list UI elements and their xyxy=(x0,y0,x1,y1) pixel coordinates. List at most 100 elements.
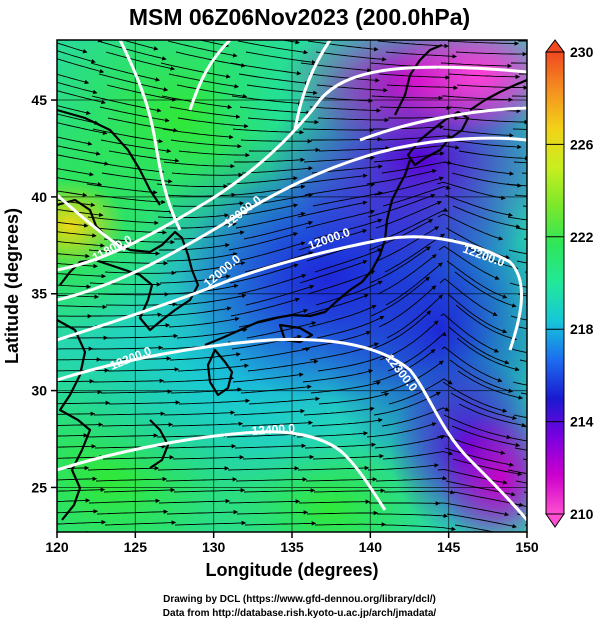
streamline xyxy=(97,292,170,297)
streamline xyxy=(507,216,527,221)
streamline xyxy=(89,282,162,287)
streamline xyxy=(163,161,235,169)
streamline xyxy=(511,62,527,64)
streamline xyxy=(317,117,390,123)
streamline xyxy=(57,81,98,95)
streamline xyxy=(510,29,580,30)
x-tick-label: 120 xyxy=(45,539,69,555)
streamline xyxy=(172,201,245,207)
streamline xyxy=(442,381,508,413)
streamline xyxy=(302,127,375,133)
streamline xyxy=(226,531,232,532)
streamline xyxy=(57,73,90,85)
streamline xyxy=(233,408,306,416)
streamline xyxy=(157,213,230,219)
streamline xyxy=(451,425,521,448)
streamline xyxy=(247,117,320,125)
streamline xyxy=(526,558,593,579)
streamline xyxy=(385,19,455,25)
streamline xyxy=(234,157,306,163)
height-contours xyxy=(57,40,527,521)
streamline xyxy=(57,145,101,156)
streamline xyxy=(237,40,309,55)
streamline xyxy=(238,73,310,86)
streamline xyxy=(365,40,371,42)
streamline xyxy=(176,556,246,558)
streamline xyxy=(102,455,175,460)
streamline xyxy=(512,128,527,130)
streamline xyxy=(36,555,106,558)
streamline xyxy=(240,384,312,394)
streamline xyxy=(174,230,245,240)
streamline xyxy=(416,0,486,1)
streamline xyxy=(448,73,521,80)
streamline xyxy=(57,168,94,177)
streamline xyxy=(305,209,376,229)
streamline xyxy=(513,414,527,419)
y-axis-label: Latitude (degrees) xyxy=(2,208,22,364)
streamline xyxy=(164,443,237,449)
streamline xyxy=(316,315,385,339)
y-tick-label: 25 xyxy=(31,479,47,495)
streamline xyxy=(172,454,245,460)
y-tick-label: 35 xyxy=(31,286,47,302)
streamline xyxy=(164,192,237,198)
streamline xyxy=(174,520,247,526)
streamline xyxy=(506,436,527,442)
streamline xyxy=(508,249,527,255)
streamline xyxy=(245,51,317,65)
streamline xyxy=(310,380,382,394)
streamline xyxy=(373,124,445,130)
streamline xyxy=(103,487,176,493)
streamline xyxy=(457,370,524,400)
streamline xyxy=(506,183,527,187)
streamline xyxy=(11,0,77,12)
streamline xyxy=(162,128,234,140)
x-tick-label: 135 xyxy=(280,539,304,555)
streamline xyxy=(57,411,96,417)
streamline xyxy=(57,50,96,64)
streamline xyxy=(381,160,453,174)
streamline xyxy=(57,487,106,492)
streamline xyxy=(384,233,446,273)
streamline xyxy=(57,42,88,54)
streamline xyxy=(57,241,105,248)
streamline xyxy=(438,502,510,517)
streamline xyxy=(377,8,447,14)
streamline xyxy=(525,17,595,19)
streamline xyxy=(387,331,447,372)
streamline xyxy=(315,51,387,62)
streamline xyxy=(175,19,244,35)
streamline xyxy=(450,392,517,420)
streamline xyxy=(0,0,62,22)
streamline xyxy=(173,487,246,493)
x-tick-label: 150 xyxy=(515,539,539,555)
streamline xyxy=(107,333,179,339)
streamline xyxy=(101,172,173,184)
streamline xyxy=(234,443,307,449)
streamline xyxy=(444,447,514,467)
streamline xyxy=(102,205,174,214)
streamline xyxy=(371,569,441,574)
streamline xyxy=(57,294,100,300)
streamline xyxy=(165,477,238,482)
streamline xyxy=(374,435,446,449)
streamline xyxy=(27,8,93,31)
streamline xyxy=(366,169,437,185)
streamline xyxy=(57,304,108,310)
streamline xyxy=(388,145,460,152)
streamline xyxy=(57,509,99,514)
x-tick-label: 145 xyxy=(437,539,461,555)
streamline xyxy=(318,146,391,152)
streamline xyxy=(456,84,527,90)
streamline xyxy=(372,349,436,383)
streamline xyxy=(376,226,440,262)
streamline xyxy=(57,221,89,228)
streamline xyxy=(242,454,315,460)
streamline xyxy=(458,150,527,161)
streamline xyxy=(86,183,158,195)
streamline xyxy=(454,524,497,532)
streamline xyxy=(57,357,102,362)
contour-line xyxy=(57,65,527,272)
streamline xyxy=(57,58,105,74)
